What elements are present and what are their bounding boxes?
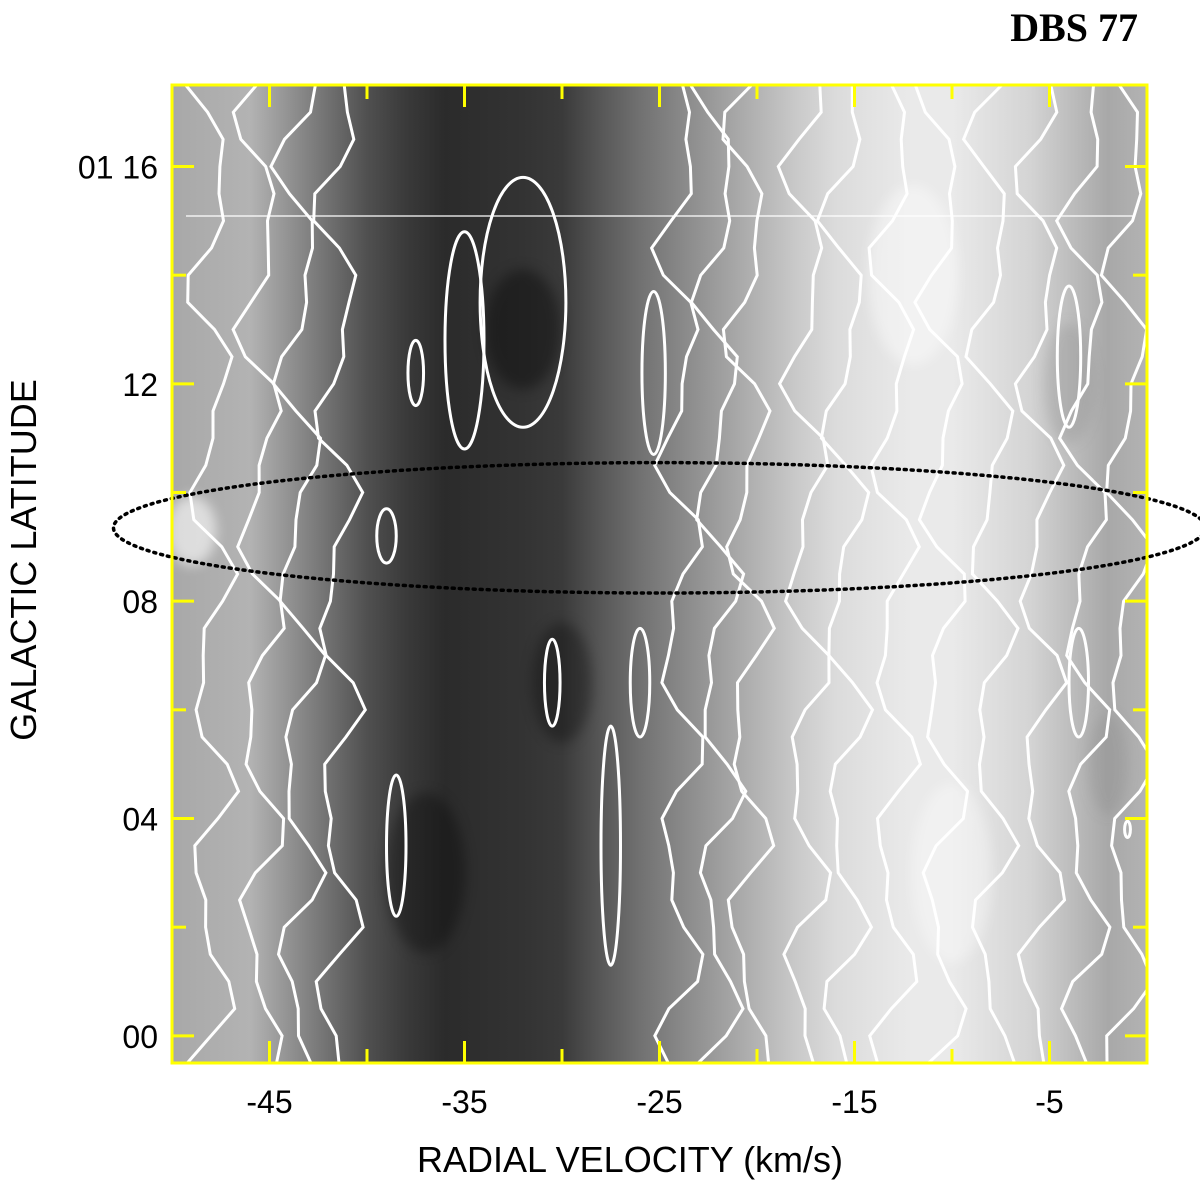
contour-line	[1013, 85, 1069, 1063]
contour-loop	[640, 289, 667, 456]
heatmap-blotch	[485, 269, 561, 390]
contour-loop	[1067, 626, 1090, 739]
contour-loop	[385, 773, 408, 918]
contour-line	[269, 85, 328, 1063]
source-ellipse-outline	[111, 460, 1200, 595]
contour-lines	[184, 85, 1147, 1063]
x-axis-ticks: -45 -35 -25 -15 -5	[246, 85, 1149, 1120]
contour-loop	[628, 626, 652, 739]
heatmap-blotch	[532, 622, 592, 743]
contour-line	[649, 85, 705, 1063]
y-axis-label: GALACTIC LATITUDE	[3, 379, 44, 740]
heatmap-blotch	[1088, 714, 1128, 815]
y-tick-label: 01 16	[78, 150, 158, 186]
y-tick-label: 00	[122, 1019, 158, 1055]
contour-loop	[375, 507, 398, 565]
y-tick-label: 12	[122, 367, 158, 403]
heatmap-blotch	[172, 495, 217, 566]
contour-line	[689, 85, 748, 1063]
contour-line	[961, 85, 1021, 1063]
x-tick-label: -25	[636, 1084, 682, 1120]
y-tick-label: 08	[122, 584, 158, 620]
contour-line	[231, 85, 286, 1063]
x-tick-label: -35	[441, 1084, 487, 1120]
x-axis-label: RADIAL VELOCITY (km/s)	[417, 1139, 843, 1180]
contour-loop	[599, 724, 622, 967]
source-ellipse	[111, 460, 1200, 595]
contour-line	[312, 85, 368, 1063]
y-axis-ticks: 00 04 08 12 01 16	[78, 150, 1147, 1055]
contour-loop	[1123, 819, 1132, 840]
plot-area	[172, 85, 1147, 1063]
x-tick-label: -15	[831, 1084, 877, 1120]
contour-line	[815, 85, 875, 1063]
contour-line	[913, 85, 970, 1063]
x-tick-label: -45	[246, 1084, 292, 1120]
contour-loop	[443, 230, 486, 451]
heatmap-blotch	[385, 792, 466, 953]
heatmap-blotch	[868, 185, 958, 366]
x-tick-label: -5	[1035, 1084, 1063, 1120]
chart-title: DBS 77	[1010, 5, 1138, 50]
contour-line	[867, 85, 923, 1063]
heatmap-blotch	[912, 782, 992, 963]
contour-line	[1054, 85, 1112, 1063]
contour-line	[184, 85, 241, 1063]
y-tick-label: 04	[122, 802, 158, 838]
contour-loop	[1055, 284, 1083, 429]
contour-loop	[478, 175, 568, 429]
contour-line	[721, 85, 777, 1063]
contour-line	[776, 85, 833, 1063]
contour-loop	[542, 637, 562, 728]
contour-loop	[406, 338, 426, 408]
contour-line	[1099, 85, 1147, 1063]
